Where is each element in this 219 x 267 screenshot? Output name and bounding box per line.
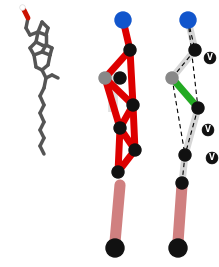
Circle shape	[124, 44, 136, 56]
Circle shape	[166, 72, 178, 84]
Circle shape	[129, 144, 141, 156]
Text: V: V	[205, 125, 211, 135]
Circle shape	[192, 102, 204, 114]
Circle shape	[114, 122, 126, 134]
Circle shape	[114, 72, 126, 84]
Text: V: V	[209, 154, 215, 163]
Circle shape	[179, 149, 191, 161]
Circle shape	[127, 99, 139, 111]
Circle shape	[189, 44, 201, 56]
Circle shape	[169, 239, 187, 257]
Circle shape	[180, 12, 196, 28]
Circle shape	[99, 72, 111, 84]
Circle shape	[112, 166, 124, 178]
Circle shape	[176, 177, 188, 189]
Circle shape	[106, 239, 124, 257]
Circle shape	[115, 12, 131, 28]
Text: V: V	[207, 53, 213, 62]
